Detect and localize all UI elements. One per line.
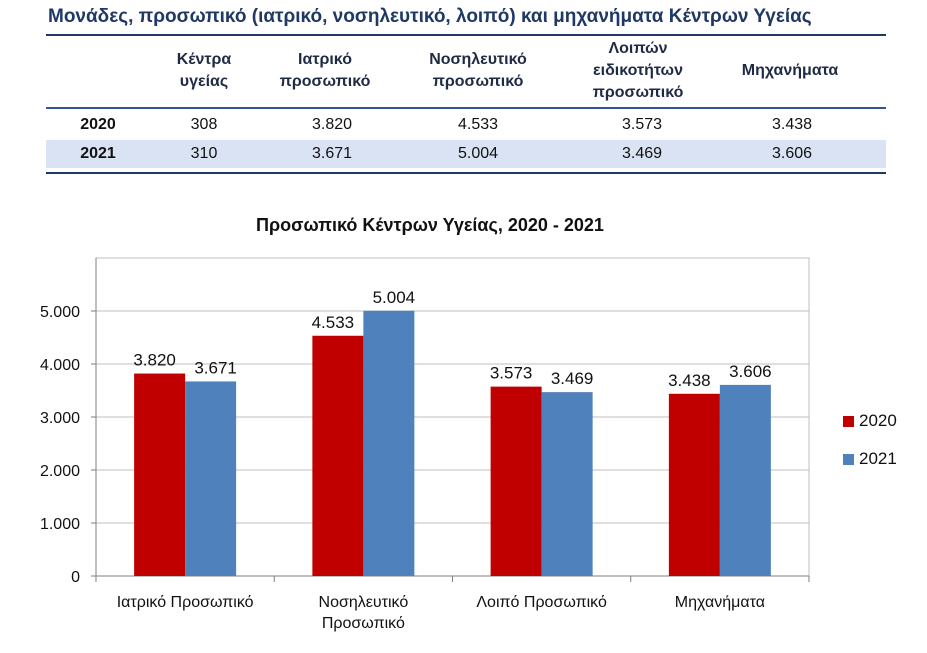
col-header-nursing-staff: Νοσηλευτικό προσωπικό [429,51,527,90]
x-tick-label: Λοιπό Προσωπικό [476,594,607,611]
legend-swatch-2021 [843,453,854,465]
data-label-2021-3: 3.606 [729,362,772,381]
y-tick-label: 2.000 [40,463,80,480]
data-label-2020-2: 3.573 [490,364,533,383]
cell-medical-staff: 3.671 [311,145,353,162]
row-year: 2020 [80,116,116,133]
bar-2021-1 [363,310,415,576]
data-label-2021-0: 3.671 [194,358,237,377]
legend-label-2020: 2020 [859,411,897,430]
table-title: Μονάδες, προσωπικό (ιατρικό, νοσηλευτικό… [48,6,812,27]
col-header-medical-staff: Ιατρικό προσωπικό [279,51,371,90]
y-tick-label: 1.000 [40,516,80,533]
x-tick-label: Προσωπικό [322,615,405,632]
table-row: 2021 310 3.671 5.004 3.469 3.606 [46,140,886,168]
bar-2020-3 [668,393,720,576]
data-label-2021-2: 3.469 [551,369,594,388]
cell-medical-staff: 3.820 [311,116,353,133]
cell-health-centers: 308 [190,116,218,133]
col-header-machines: Μηχανήματα [741,62,839,79]
table-header-rule [46,107,886,109]
y-tick-label: 5.000 [40,304,80,321]
col-header-other-staff: Λοιπών ειδικοτήτων προσωπικό [592,40,684,101]
y-tick-label: 3.000 [40,410,80,427]
cell-nursing-staff: 4.533 [457,116,499,133]
legend-item-2021: 2021 [843,449,897,469]
cell-other-staff: 3.573 [621,116,663,133]
data-label-2021-1: 5.004 [373,288,416,307]
bar-2021-3 [719,384,771,576]
legend-label-2021: 2021 [859,449,897,468]
bar-2020-2 [490,386,542,576]
bar-2021-2 [541,392,593,576]
x-tick-label: Μηχανήματα [675,594,765,611]
data-label-2020-0: 3.820 [133,351,176,370]
cell-nursing-staff: 5.004 [457,145,499,162]
data-label-2020-3: 3.438 [668,371,711,390]
chart-title: Προσωπικό Κέντρων Υγείας, 2020 - 2021 [256,215,604,235]
row-year: 2021 [80,145,116,162]
data-label-2020-1: 4.533 [312,313,355,332]
table-row: 2020 308 3.820 4.533 3.573 3.438 [46,111,886,139]
cell-machines: 3.606 [771,145,813,162]
y-tick-label: 0 [71,569,80,586]
col-header-health-centers: Κέντρα υγείας [176,51,232,90]
legend-item-2020: 2020 [843,411,897,431]
table-bottom-rule [46,172,886,174]
cell-machines: 3.438 [771,116,813,133]
x-tick-label: Ιατρικό Προσωπικό [117,594,254,611]
legend-swatch-2020 [843,415,854,427]
x-tick-label: Νοσηλευτικό [319,594,409,611]
bar-2020-0 [134,373,186,576]
table-top-rule [46,34,886,36]
cell-other-staff: 3.469 [621,145,663,162]
y-tick-label: 4.000 [40,357,80,374]
bar-2020-1 [312,335,364,576]
cell-health-centers: 310 [190,145,218,162]
bar-2021-0 [185,381,237,576]
